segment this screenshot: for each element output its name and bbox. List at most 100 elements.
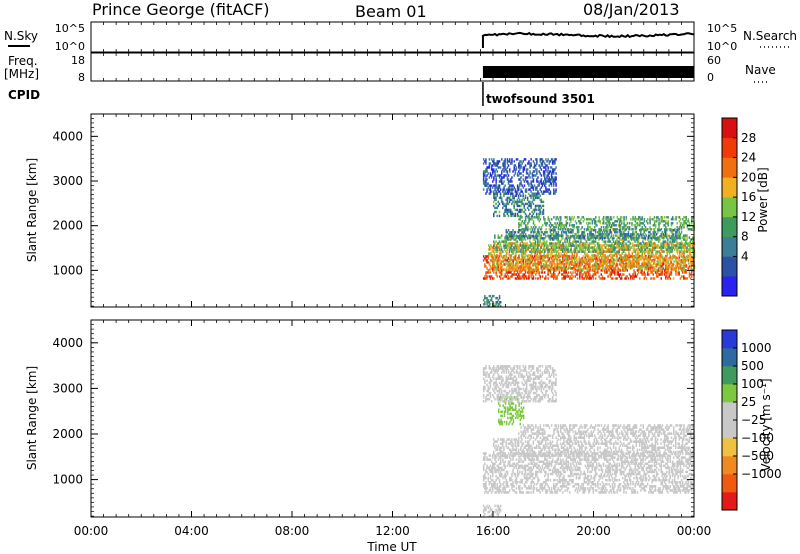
freq-left-label-1: Freq. (8, 54, 38, 68)
heatmap-cell (514, 264, 516, 267)
heatmap-cell (507, 271, 510, 274)
heatmap-cell (660, 244, 662, 247)
cpid-program: twofsound 3501 (486, 92, 595, 106)
heatmap-cell (511, 186, 513, 189)
heatmap-cell (516, 240, 519, 243)
heatmap-cell (571, 216, 573, 219)
heatmap-cell (555, 176, 557, 179)
heatmap-cell (537, 266, 540, 269)
heatmap-cell (639, 220, 641, 223)
heatmap-cell (512, 485, 514, 488)
heatmap-cell (671, 242, 673, 245)
heatmap-cell (644, 244, 646, 247)
heatmap-cell (589, 256, 592, 259)
heatmap-cell (520, 194, 522, 197)
heatmap-cell (666, 248, 668, 251)
heatmap-cell (636, 262, 638, 265)
heatmap-cell (617, 271, 619, 274)
heatmap-cell (524, 178, 527, 181)
heatmap-cell (486, 275, 488, 278)
heatmap-cell (507, 452, 510, 455)
heatmap-cell (521, 262, 524, 265)
heatmap-cell (521, 254, 524, 257)
heatmap-cell (527, 277, 529, 280)
heatmap-cell (529, 240, 531, 243)
heatmap-cell (621, 234, 624, 237)
heatmap-cell (512, 237, 514, 240)
heatmap-cell (631, 237, 633, 240)
heatmap-cell (547, 252, 550, 255)
heatmap-cell (493, 212, 495, 216)
heatmap-cell (533, 231, 536, 234)
heatmap-cell (563, 231, 565, 234)
heatmap-cell (562, 260, 565, 263)
heatmap-cell (496, 214, 498, 218)
heatmap-cell (521, 472, 523, 476)
heatmap-cell (656, 260, 658, 263)
heatmap-cell (625, 266, 628, 269)
heatmap-cell (542, 258, 544, 261)
heatmap-cell (663, 231, 666, 234)
heatmap-cell (528, 204, 530, 208)
heatmap-cell (601, 222, 604, 225)
heatmap-cell (579, 222, 581, 225)
heatmap-cell (530, 226, 533, 229)
heatmap-cell (519, 182, 521, 185)
heatmap-cell (576, 235, 579, 238)
heatmap-cell (691, 271, 693, 274)
heatmap-cell (618, 257, 621, 260)
heatmap-cell (509, 242, 511, 245)
heatmap-cell (486, 178, 488, 181)
heatmap-cell (690, 238, 693, 241)
heatmap-cell (513, 214, 515, 218)
heatmap-cell (672, 233, 675, 236)
heatmap-cell (576, 244, 578, 247)
heatmap-cell (493, 485, 495, 488)
heatmap-cell (622, 226, 624, 229)
heatmap-cell (486, 464, 488, 468)
heatmap-cell (509, 462, 511, 465)
heatmap-cell (637, 264, 639, 267)
heatmap-cell (553, 271, 555, 274)
heatmap-cell (486, 182, 488, 185)
heatmap-cell (504, 204, 506, 208)
heatmap-cell (572, 262, 575, 265)
heatmap-cell (527, 222, 529, 225)
heatmap-cell (525, 214, 528, 218)
heatmap-cell (575, 233, 578, 236)
heatmap-cell (572, 264, 575, 267)
heatmap-cell (597, 235, 599, 238)
heatmap-cell (678, 226, 681, 229)
heatmap-cell (572, 240, 574, 243)
heatmap-cell (568, 261, 571, 264)
heatmap-cell (520, 160, 522, 163)
heatmap-cell (527, 244, 529, 247)
heatmap-cell (604, 260, 606, 263)
heatmap-cell (599, 237, 601, 240)
heatmap-cell (598, 216, 600, 219)
heatmap-cell (660, 228, 663, 231)
heatmap-cell (536, 254, 539, 257)
heatmap-cell (518, 222, 520, 225)
heatmap-cell (536, 168, 538, 171)
heatmap-cell (490, 468, 493, 472)
heatmap-cell (541, 244, 543, 247)
heatmap-cell (692, 248, 694, 251)
heatmap-cell (536, 204, 538, 208)
heatmap-cell (501, 260, 503, 263)
heatmap-cell (641, 250, 643, 253)
heatmap-cell (594, 234, 597, 237)
heatmap-cell (521, 228, 523, 231)
heatmap-cell (489, 192, 492, 195)
heatmap-cell (583, 235, 586, 238)
heatmap-cell (602, 233, 605, 236)
heatmap-cell (619, 238, 622, 241)
heatmap-cell (490, 244, 492, 247)
heatmap-cell (484, 483, 486, 486)
heatmap-cell (594, 266, 596, 269)
heatmap-cell (542, 248, 544, 251)
heatmap-cell (613, 222, 615, 225)
heatmap-cell (643, 220, 646, 223)
heatmap-cell (532, 160, 535, 163)
heatmap-cell (516, 184, 519, 187)
